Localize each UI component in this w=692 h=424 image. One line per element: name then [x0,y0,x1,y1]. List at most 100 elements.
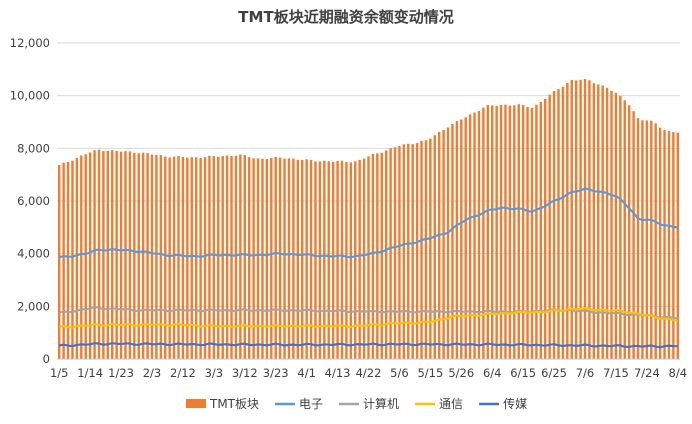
bar [354,161,357,359]
bar [636,118,640,360]
bar [641,120,644,359]
bar [84,154,87,359]
bars-series [57,78,680,360]
bar [468,114,472,360]
bar [239,154,242,359]
bar [124,151,127,359]
x-tick-label: 2/12 [170,366,196,380]
bar [164,156,167,359]
bar [499,104,503,359]
bar [203,157,207,359]
bar [358,159,361,359]
bar [663,130,666,359]
bar [393,147,397,359]
bar [645,120,649,359]
x-tick-label: 1/5 [50,366,69,380]
bar [177,156,180,359]
y-tick-label: 10,000 [10,89,50,103]
bar [552,90,556,360]
bar [570,79,573,360]
bar [80,155,83,359]
bar [93,150,96,359]
bar [217,156,220,359]
series-line [59,342,678,349]
x-tick-label: 6/4 [483,366,502,380]
bar [119,151,123,359]
bar [650,120,653,359]
bar [331,161,335,359]
bar [460,119,463,360]
bar [544,99,547,360]
y-tick-label: 6,000 [17,194,50,208]
bar [610,90,613,360]
bar [521,105,525,360]
bar [141,152,145,359]
x-tick-label: 7/24 [634,366,660,380]
bar [190,157,193,359]
bar [588,80,591,359]
bar [75,157,79,359]
legend: TMT板块 电子 计算机 通信 传媒 [186,396,527,411]
bar [654,123,657,359]
series-line [58,305,678,320]
bar [482,107,485,359]
bar [278,157,282,359]
bar [349,162,353,359]
x-tick-label: 3/23 [263,366,289,380]
bar [420,140,423,359]
legend-label: 通信 [439,397,463,411]
chart-title: TMT板块近期融资余额变动情况 [238,8,453,26]
x-tick-label: 6/15 [510,366,536,380]
bar [429,138,432,359]
y-tick-label: 2,000 [17,299,50,313]
bar [155,154,158,359]
bar [619,95,622,359]
x-tick-label: 6/25 [541,366,567,380]
bar [296,159,300,359]
bar [256,158,260,359]
bar [225,155,229,359]
bar [186,157,189,359]
y-tick-label: 4,000 [17,247,50,261]
bar [314,161,317,359]
bar [579,79,582,359]
bar [398,146,401,359]
bar [287,158,291,359]
bar [557,89,560,359]
bar [159,155,163,359]
bar [301,159,304,359]
bar [455,121,459,359]
bar [221,156,224,359]
bar [473,112,476,359]
bar [194,157,198,359]
bar [327,161,330,359]
bar [270,157,273,359]
legend-label: 计算机 [363,396,399,411]
bar [181,157,185,359]
bar [371,153,375,359]
bar [367,156,370,359]
bar [57,165,61,359]
bar [106,150,110,359]
bar [234,155,238,359]
bar [442,129,445,359]
bar [88,152,92,359]
axes: 0 2,000 4,000 6,000 8,000 10,000 12,000 1/5 1/14… [10,36,687,380]
x-tick-label: 5/26 [448,366,474,380]
bar [261,158,264,359]
legend-swatch [186,399,206,408]
bar [676,132,680,359]
series-line [58,187,678,259]
bar [128,151,132,359]
bar [583,78,587,359]
bar [513,105,516,360]
bar [446,127,450,359]
bar [464,117,467,359]
bar [539,101,543,359]
bar [424,140,428,359]
bar [517,104,520,359]
bar [309,159,313,359]
bar [376,153,379,359]
bar [115,150,118,359]
